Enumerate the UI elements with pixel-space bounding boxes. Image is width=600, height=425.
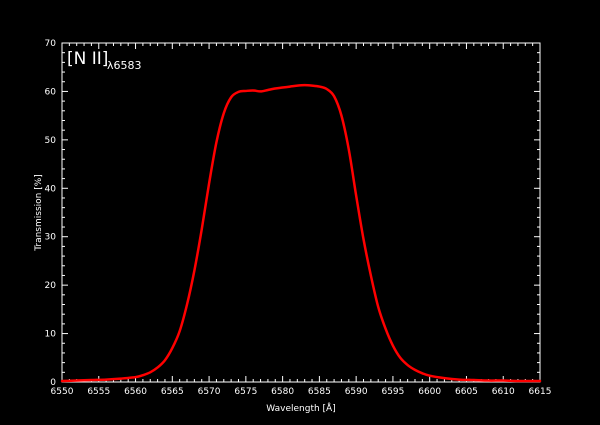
x-tick-label: 6585 [308, 387, 331, 397]
x-tick-label: 6580 [271, 387, 294, 397]
x-tick-label: 6565 [161, 387, 184, 397]
x-tick-label: 6600 [418, 387, 441, 397]
plot-frame [61, 42, 541, 383]
x-tick-label: 6550 [51, 387, 74, 397]
y-tick-label: 20 [45, 281, 57, 291]
x-tick-label: 6575 [234, 387, 257, 397]
ticks-layer: 6550 6555 6560 6565 6570 6575 6580 6585 6590 6595… [45, 39, 552, 397]
y-tick-label: 40 [45, 184, 57, 194]
x-axis-label: Wavelength [Å] [266, 402, 335, 414]
series-layer [60, 83, 542, 383]
y-tick-label: 30 [45, 233, 57, 243]
y-tick-label: 50 [45, 136, 57, 146]
x-tick-label: 6590 [345, 387, 368, 397]
x-tick-label: 6610 [492, 387, 515, 397]
x-tick-label: 6595 [381, 387, 404, 397]
x-tick-label: 6570 [198, 387, 221, 397]
y-tick-label: 60 [45, 87, 57, 97]
y-tick-label: 0 [50, 378, 56, 388]
y-tick-label: 70 [45, 39, 57, 49]
x-tick-label: 6560 [124, 387, 147, 397]
x-tick-label: 6605 [455, 387, 478, 397]
x-tick-label: 6555 [87, 387, 110, 397]
transmission-curve-line [60, 83, 542, 383]
line-annotation: [N II] [67, 49, 108, 69]
line-annotation-wavelength: λ6583 [107, 59, 142, 72]
y-axis-label: Transmission [%] [34, 174, 44, 252]
x-tick-label: 6615 [529, 387, 552, 397]
y-tick-label: 10 [45, 330, 57, 340]
